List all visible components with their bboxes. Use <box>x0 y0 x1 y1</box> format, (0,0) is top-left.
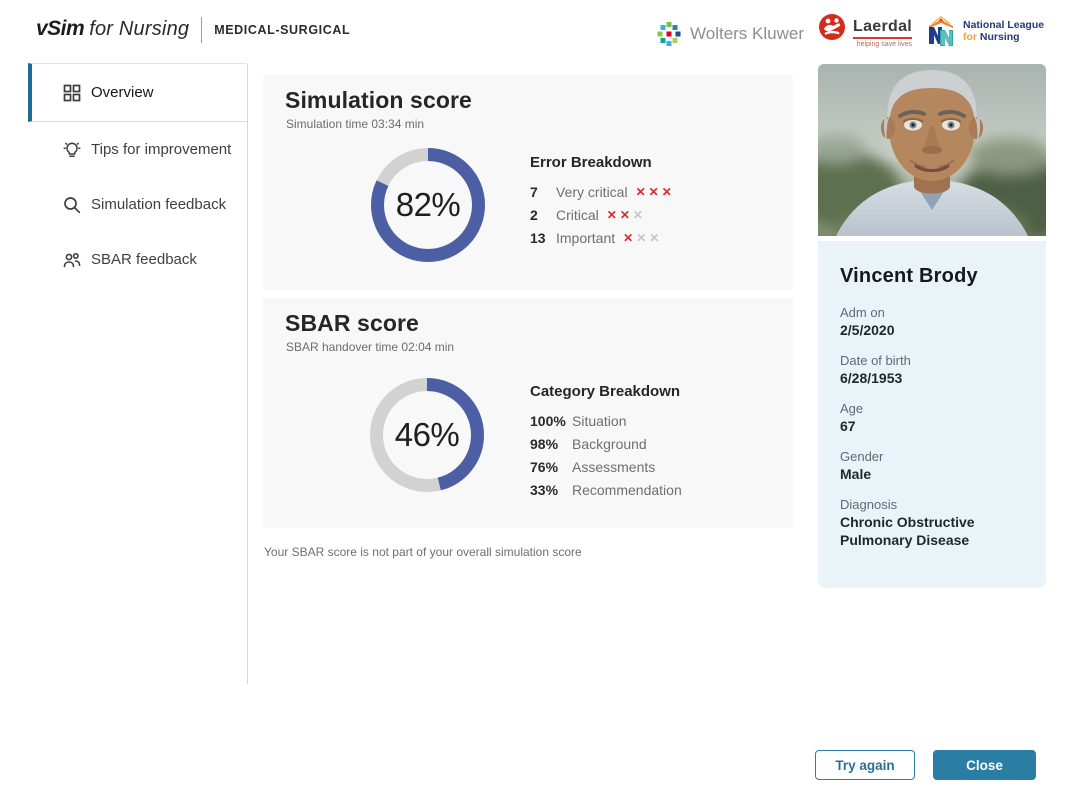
simulation-score-card: Simulation score Simulation time 03:34 m… <box>263 75 793 290</box>
category-label: Background <box>572 435 647 452</box>
search-icon <box>64 196 81 213</box>
simulation-score-percent: 82% <box>395 186 461 223</box>
logo-divider <box>201 17 203 43</box>
category-label: Situation <box>572 412 627 429</box>
category-label: Recommendation <box>572 481 682 498</box>
simulation-score-donut: 82% <box>368 145 488 265</box>
simulation-score-title: Simulation score <box>285 87 472 113</box>
error-row-very-critical: 7 Very critical ✕ ✕ ✕ <box>530 180 675 203</box>
error-count: 2 <box>530 206 538 223</box>
laerdal-icon <box>819 14 845 40</box>
error-row-important: 13 Important ✕ ✕ ✕ <box>530 226 675 249</box>
field-label: Date of birth <box>840 353 911 368</box>
module-label: MEDICAL-SURGICAL <box>214 23 351 37</box>
patient-field-gender: Gender Male <box>840 448 1024 483</box>
vsim-logo: vSim for Nursing MEDICAL-SURGICAL <box>36 17 350 43</box>
patient-field-age: Age 67 <box>840 400 1024 435</box>
field-value: Chronic Obstructive Pulmonary Disease <box>840 514 975 548</box>
field-label: Adm on <box>840 305 885 320</box>
sbar-score-donut: 46% <box>367 375 487 495</box>
sbar-note: Your SBAR score is not part of your over… <box>264 545 582 559</box>
category-percent: 100% <box>530 412 566 429</box>
severity-x-icons: ✕ ✕ ✕ <box>623 230 660 245</box>
sidebar-item-label: Simulation feedback <box>91 196 227 213</box>
simulation-time-label: Simulation time 03:34 min <box>286 117 425 131</box>
field-value: Male <box>840 466 872 482</box>
nln-for: for <box>963 31 977 43</box>
wolters-kluwer-logo: Wolters Kluwer <box>656 21 804 47</box>
close-button[interactable]: Close <box>933 750 1036 780</box>
patient-field-adm: Adm on 2/5/2020 <box>840 304 1024 339</box>
sbar-score-card: SBAR score SBAR handover time 02:04 min … <box>263 298 793 528</box>
sidebar-item-label: Tips for improvement <box>91 141 232 158</box>
patient-field-diagnosis: Diagnosis Chronic Obstructive Pulmonary … <box>840 496 1024 549</box>
grid-icon <box>63 84 81 101</box>
sbar-score-title: SBAR score <box>285 310 419 336</box>
laerdal-logo: Laerdal helping save lives <box>818 13 913 48</box>
error-label: Important <box>556 229 616 246</box>
field-value: 67 <box>840 418 856 434</box>
category-row-assessments: 76% Assessments <box>530 455 682 478</box>
sbar-time-label: SBAR handover time 02:04 min <box>286 340 455 354</box>
category-breakdown-title: Category Breakdown <box>530 383 681 400</box>
field-label: Age <box>840 401 864 416</box>
category-row-recommendation: 33% Recommendation <box>530 478 682 501</box>
error-count: 7 <box>530 183 538 200</box>
field-value: 2/5/2020 <box>840 322 895 338</box>
patient-name: Vincent Brody <box>840 265 978 287</box>
nln-line2: Nursing <box>979 31 1020 43</box>
error-row-critical: 2 Critical ✕ ✕ ✕ <box>530 203 675 226</box>
patient-info: Vincent Brody Adm on 2/5/2020 Date of bi… <box>818 241 1046 588</box>
laerdal-label: Laerdal <box>853 18 913 35</box>
sidebar-item-label: Overview <box>91 84 154 101</box>
error-breakdown: Error Breakdown 7 Very critical ✕ ✕ ✕ 2 Cr… <box>530 154 675 249</box>
category-percent: 33% <box>530 481 559 498</box>
sidebar-item-sbar-feedback[interactable]: SBAR feedback <box>28 232 247 287</box>
lightbulb-icon <box>63 142 81 157</box>
vsim-logo-suffix: for Nursing <box>89 18 190 40</box>
sidebar-nav: Overview Tips for improvement Simulation… <box>28 63 247 287</box>
people-icon <box>63 252 81 267</box>
field-label: Gender <box>840 449 884 464</box>
sidebar-item-overview[interactable]: Overview <box>28 63 247 122</box>
laerdal-rule <box>853 37 913 39</box>
nln-line1: National League <box>963 19 1045 31</box>
nln-icon <box>929 16 953 46</box>
nln-logo: National League for Nursing <box>925 14 1044 48</box>
category-label: Assessments <box>572 458 656 475</box>
category-percent: 98% <box>530 435 559 452</box>
field-value: 6/28/1953 <box>840 370 903 386</box>
error-label: Very critical <box>556 183 628 200</box>
category-percent: 76% <box>530 458 559 475</box>
patient-panel: Vincent Brody Adm on 2/5/2020 Date of bi… <box>818 64 1046 588</box>
nln-label: National League for Nursing <box>963 19 1044 43</box>
sidebar-item-label: SBAR feedback <box>91 251 197 268</box>
category-row-situation: 100% Situation <box>530 409 682 432</box>
vsim-logo-name: vSim <box>36 17 85 40</box>
patient-field-dob: Date of birth 6/28/1953 <box>840 352 1024 387</box>
wolters-kluwer-label: Wolters Kluwer <box>690 24 804 43</box>
laerdal-tagline: helping save lives <box>856 41 913 48</box>
error-label: Critical <box>556 206 599 223</box>
wolters-kluwer-icon <box>657 22 681 46</box>
error-breakdown-title: Error Breakdown <box>530 154 652 171</box>
category-row-background: 98% Background <box>530 432 682 455</box>
sidebar-item-simulation-feedback[interactable]: Simulation feedback <box>28 177 247 232</box>
try-again-button[interactable]: Try again <box>815 750 915 780</box>
error-count: 13 <box>530 229 546 246</box>
sidebar-divider <box>247 64 248 684</box>
severity-x-icons: ✕ ✕ ✕ <box>635 184 672 199</box>
sbar-score-percent: 46% <box>394 416 460 453</box>
patient-photo <box>818 64 1046 257</box>
category-breakdown: Category Breakdown 100% Situation 98% Ba… <box>530 383 682 501</box>
severity-x-icons: ✕ ✕ ✕ <box>606 207 643 222</box>
sidebar-item-tips[interactable]: Tips for improvement <box>28 122 247 177</box>
field-label: Diagnosis <box>840 497 898 512</box>
